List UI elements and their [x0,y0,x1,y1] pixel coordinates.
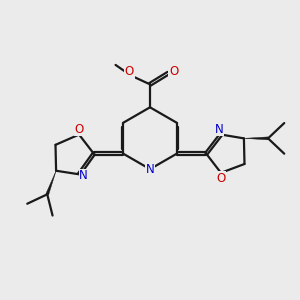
Polygon shape [244,137,268,140]
Text: N: N [146,163,154,176]
Text: O: O [125,65,134,79]
Polygon shape [46,171,56,195]
Text: O: O [169,65,178,78]
Text: N: N [79,169,88,182]
Text: O: O [74,123,84,136]
Text: O: O [216,172,226,184]
Text: N: N [215,123,224,136]
